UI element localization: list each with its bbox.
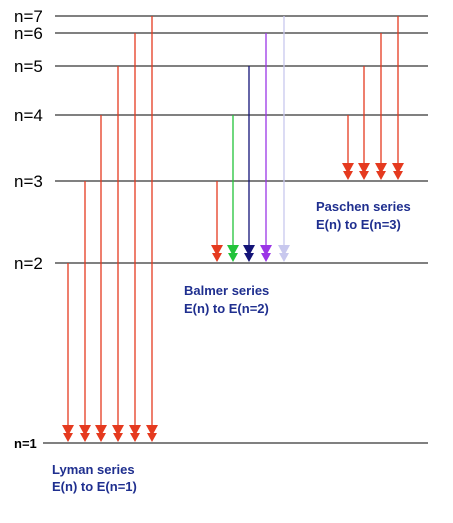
lyman-series-range: E(n) to E(n=1) bbox=[52, 479, 137, 494]
energy-level-lines bbox=[43, 15, 428, 444]
arrow-head-tip bbox=[359, 171, 369, 180]
arrow-head bbox=[146, 425, 158, 436]
arrow-head-tip bbox=[113, 433, 123, 442]
arrow-head bbox=[243, 245, 255, 256]
arrow-head bbox=[358, 163, 370, 174]
arrow-head-tip bbox=[147, 433, 157, 442]
lyman-arrow-n4-to-n1 bbox=[95, 115, 107, 442]
paschen-arrow-n6-to-n3 bbox=[375, 33, 387, 180]
balmer-arrow-n7-to-n2 bbox=[278, 16, 290, 262]
level-label-n1: n=1 bbox=[14, 436, 37, 451]
arrow-head-tip bbox=[244, 253, 254, 262]
arrow-head-tip bbox=[261, 253, 271, 262]
level-label-n7: n=7 bbox=[14, 7, 43, 26]
paschen-arrow-n4-to-n3 bbox=[342, 115, 354, 180]
arrow-head-tip bbox=[376, 171, 386, 180]
arrow-head bbox=[62, 425, 74, 436]
lyman-series-title: Lyman series bbox=[52, 462, 135, 477]
arrow-head bbox=[129, 425, 141, 436]
transition-arrows bbox=[62, 16, 404, 442]
paschen-arrow-n7-to-n3 bbox=[392, 16, 404, 180]
arrow-head-tip bbox=[63, 433, 73, 442]
level-label-n5: n=5 bbox=[14, 57, 43, 76]
balmer-arrow-n5-to-n2 bbox=[243, 66, 255, 262]
lyman-arrow-n6-to-n1 bbox=[129, 33, 141, 442]
arrow-head-tip bbox=[343, 171, 353, 180]
balmer-arrow-n3-to-n2 bbox=[211, 181, 223, 262]
arrow-head bbox=[227, 245, 239, 256]
arrow-head bbox=[342, 163, 354, 174]
lyman-arrow-n5-to-n1 bbox=[112, 66, 124, 442]
paschen-series-title: Paschen series bbox=[316, 199, 411, 214]
balmer-series-range: E(n) to E(n=2) bbox=[184, 301, 269, 316]
energy-level-labels: n=1 n=2 n=3 n=4 n=5 n=6n=7 bbox=[14, 7, 43, 451]
arrow-head-tip bbox=[130, 433, 140, 442]
arrow-head bbox=[392, 163, 404, 174]
arrow-head-tip bbox=[279, 253, 289, 262]
lyman-arrow-n3-to-n1 bbox=[79, 181, 91, 442]
arrow-head bbox=[95, 425, 107, 436]
paschen-arrow-n5-to-n3 bbox=[358, 66, 370, 180]
arrow-head-tip bbox=[393, 171, 403, 180]
level-label-n3: n=3 bbox=[14, 172, 43, 191]
arrow-head bbox=[375, 163, 387, 174]
lyman-arrow-n7-to-n1 bbox=[146, 16, 158, 442]
arrow-head-tip bbox=[80, 433, 90, 442]
level-label-n2: n=2 bbox=[14, 254, 43, 273]
arrow-head-tip bbox=[228, 253, 238, 262]
balmer-arrow-n6-to-n2 bbox=[260, 33, 272, 262]
level-label-n4: n=4 bbox=[14, 106, 43, 125]
balmer-series-title: Balmer series bbox=[184, 283, 269, 298]
lyman-arrow-n2-to-n1 bbox=[62, 263, 74, 442]
arrow-head bbox=[79, 425, 91, 436]
arrow-head bbox=[278, 245, 290, 256]
level-label-n6: n=6 bbox=[14, 24, 43, 43]
balmer-arrow-n4-to-n2 bbox=[227, 115, 239, 262]
arrow-head bbox=[211, 245, 223, 256]
arrow-head bbox=[260, 245, 272, 256]
arrow-head bbox=[112, 425, 124, 436]
arrow-head-tip bbox=[212, 253, 222, 262]
paschen-series-range: E(n) to E(n=3) bbox=[316, 217, 401, 232]
arrow-head-tip bbox=[96, 433, 106, 442]
